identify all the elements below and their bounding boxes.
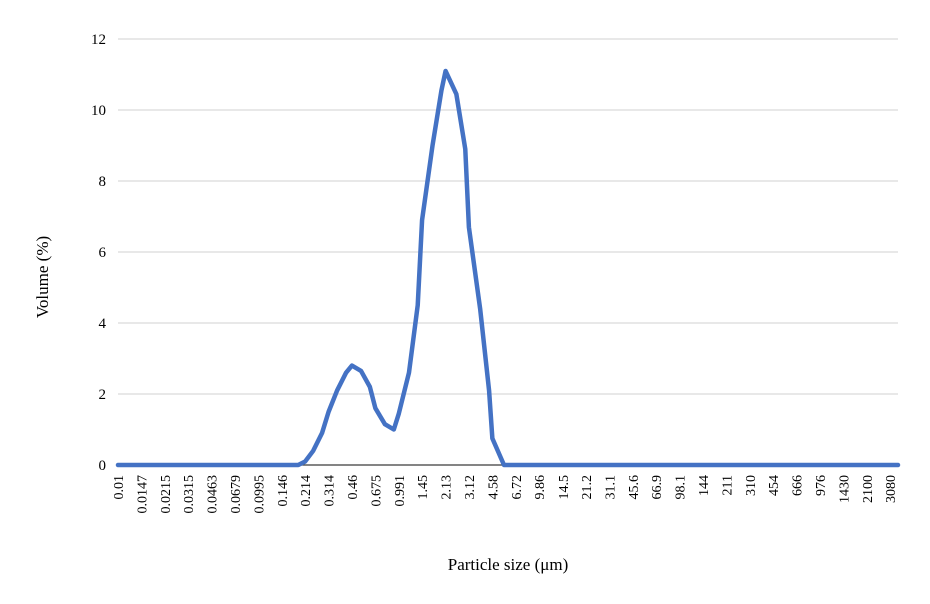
x-tick-label: 14.5	[557, 475, 572, 500]
x-tick-label: 0.146	[276, 475, 291, 507]
x-tick-label: 0.214	[299, 475, 314, 507]
x-tick-label: 66.9	[650, 475, 665, 500]
y-axis-label: Volume (%)	[33, 236, 52, 318]
x-tick-label: 9.86	[533, 475, 548, 500]
x-tick-label: 2100	[861, 475, 876, 503]
y-tick-labels: 0 2 4 6 8 10 12	[91, 32, 107, 474]
x-tick-label: 1430	[837, 475, 852, 503]
x-tick-label: 31.1	[603, 475, 618, 500]
x-tick-label: 666	[791, 475, 806, 496]
y-tick-label: 4	[99, 316, 107, 332]
series-lines	[115, 68, 901, 468]
y-gridlines	[118, 38, 898, 395]
x-tick-label: 0.675	[369, 475, 384, 507]
y-tick-label: 10	[91, 103, 106, 119]
x-tick-label: 0.0679	[229, 475, 244, 514]
x-tick-label: 3.12	[463, 475, 478, 500]
x-tick-label: 0.01	[112, 475, 127, 500]
series-line	[115, 68, 901, 468]
x-tick-label: 0.46	[346, 475, 361, 500]
y-tick-label: 6	[99, 245, 107, 261]
x-tick-label: 310	[744, 475, 759, 496]
x-tick-label: 21.2	[580, 475, 595, 500]
y-tick-label: 2	[99, 387, 107, 403]
x-tick-label: 1.45	[416, 475, 431, 500]
x-tick-label: 0.0315	[182, 475, 197, 514]
y-tick-label: 8	[99, 174, 107, 190]
x-tick-label: 0.0147	[136, 475, 151, 514]
x-tick-label: 45.6	[627, 475, 642, 500]
x-tick-label: 144	[697, 475, 712, 496]
x-tick-label: 3080	[884, 475, 899, 503]
y-tick-label: 12	[91, 32, 106, 48]
x-tick-label: 98.1	[674, 475, 689, 500]
x-tick-label: 0.314	[323, 475, 338, 507]
x-tick-label: 0.0995	[252, 475, 267, 514]
x-axis-label: Particle size (μm)	[448, 555, 569, 574]
x-tick-label: 4.58	[486, 475, 501, 500]
x-tick-label: 454	[767, 475, 782, 496]
x-tick-labels: 0.01 0.0147 0.0215 0.0315 0.0463 0.0679 0.0995…	[112, 475, 899, 514]
x-tick-label: 2.13	[440, 475, 455, 500]
x-tick-label: 0.991	[393, 475, 408, 507]
x-tick-label: 0.0463	[206, 475, 221, 514]
x-tick-label: 211	[720, 475, 735, 495]
x-tick-label: 976	[814, 475, 829, 496]
y-tick-label: 0	[99, 458, 107, 474]
x-tick-label: 0.0215	[159, 475, 174, 514]
x-tick-label: 6.72	[510, 475, 525, 500]
